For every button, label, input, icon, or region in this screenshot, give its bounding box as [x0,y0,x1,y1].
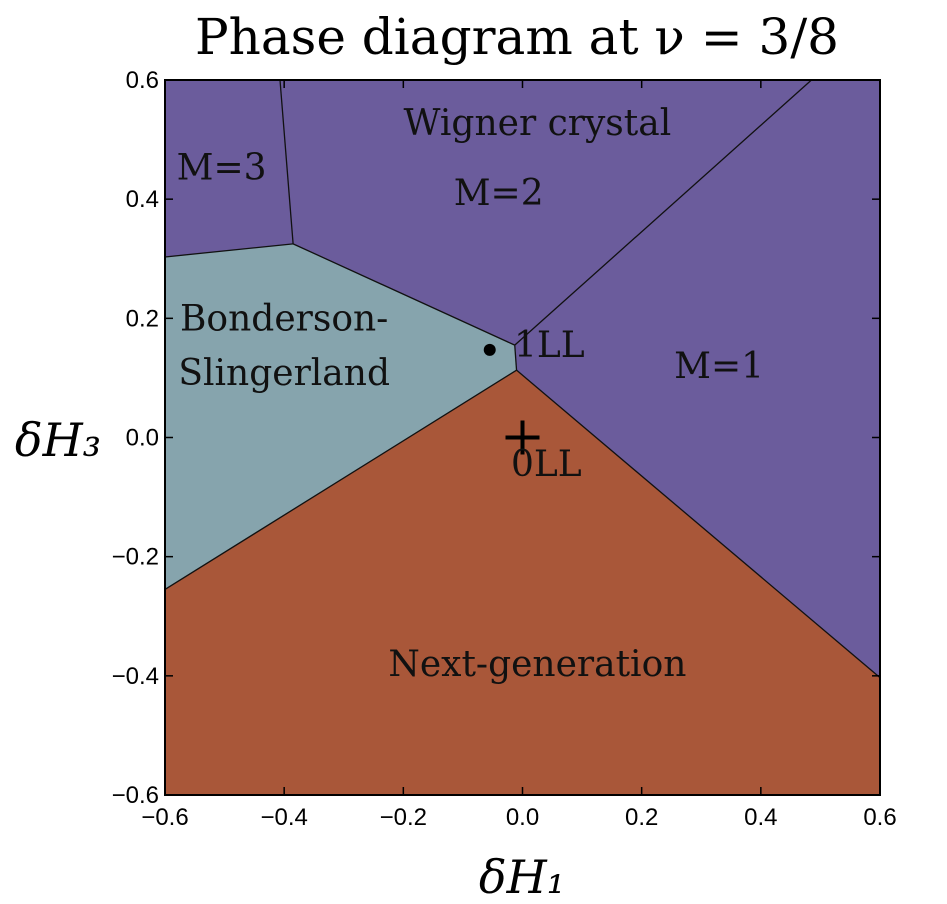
phase-boundary [514,345,518,371]
marker-label-1ll: 1LL [514,325,585,366]
boundaries-layer [164,79,881,679]
y-tick-label: −0.6 [112,782,159,809]
region-labels-layer: M=3 Wigner crystal M=2 Bonderson- Slingerlan… [177,103,764,685]
region-label-slingerland: Slingerland [178,353,390,394]
y-tick-label: −0.2 [112,544,159,571]
y-tick-label: 0.4 [126,186,159,213]
phase-boundary [292,243,516,346]
y-axis-label: δH₃ [15,413,101,467]
region-label-m-3: M=3 [177,148,267,189]
marker-label-0ll: 0LL [511,444,582,485]
phase-boundary [164,369,517,590]
region-label-bonderson: Bonderson- [180,298,388,339]
phase-boundary [279,79,294,244]
marker-1ll-dot [483,343,496,356]
phase-boundary [516,369,881,679]
x-tick-label: 0.6 [863,804,896,831]
x-axis-label: δH₁ [479,850,565,904]
x-tick-label: 0.4 [744,804,777,831]
y-tick-label: 0.6 [126,67,159,94]
y-tick-label: 0.0 [126,425,159,452]
region-label-m-1: M=1 [674,346,764,387]
x-tick-label: −0.4 [260,804,307,831]
y-tick-label: 0.2 [126,305,159,332]
region-label-next-generation: Next-generation [388,644,686,685]
phase-boundary [514,79,812,346]
ticks-layer: −0.6 −0.4 −0.2 0.0 0.2 0.4 0.6 −0.6 −0.4 −0.2 0.0 0… [112,67,897,831]
x-tick-label: −0.2 [380,804,427,831]
x-tick-label: 0.2 [625,804,658,831]
y-tick-label: −0.4 [112,663,159,690]
phase-boundary [164,243,294,258]
x-tick-label: −0.6 [141,804,188,831]
x-tick-label: 0.0 [506,804,539,831]
region-label-m-2: M=2 [454,173,544,214]
regions-layer [164,79,881,796]
chart-title: Phase diagram at ν = 3/8 [195,8,839,66]
region-label-wigner-crystal: Wigner crystal [404,103,672,144]
markers-layer: 1LL 0LL [483,325,585,485]
